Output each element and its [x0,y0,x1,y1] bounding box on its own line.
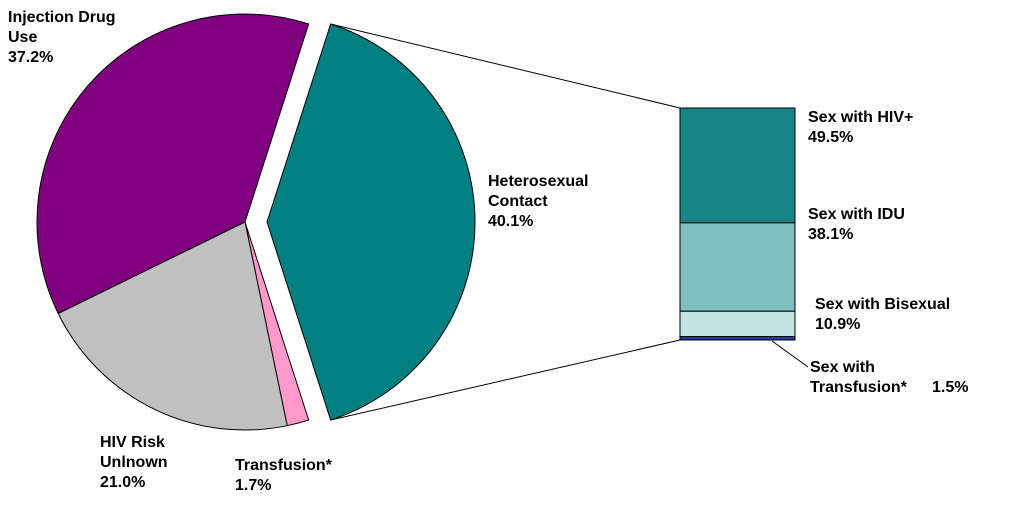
pie-slice [57,221,288,431]
value-label: 1.5% [932,379,969,396]
data-label: Injection Drug Use 37.2% [8,8,148,68]
bar-segment [679,336,796,341]
data-label: Heterosexual Contact 40.1% [488,172,613,232]
value-label: 21.0% [100,474,146,491]
value-label: 10.9% [815,316,861,333]
value-label: 37.2% [8,49,54,66]
value-label: 1.7% [235,477,272,494]
data-label: Sex with HIV+ 49.5% [808,108,1008,148]
bar-segment [679,107,796,224]
category-label: Sex with IDU [808,206,905,223]
pie-slice [266,23,476,421]
leader-line [771,340,809,368]
data-label: Sex with Transfusion* 1.5% [810,358,1010,398]
data-label: HIV Risk Unlnown 21.0% [100,433,190,493]
data-label: Sex with Bisexual 10.9% [815,295,1010,335]
category-label: Transfusion* [235,457,332,474]
data-label: Sex with IDU 38.1% [808,205,1008,245]
category-label: HIV Risk Unlnown [100,434,168,471]
value-label: 38.1% [808,226,854,243]
data-label: Transfusion* 1.7% [235,456,375,496]
bar-segment [679,310,796,338]
category-label: Sex with Bisexual [815,296,951,313]
bar-segment [679,222,796,312]
category-label: Injection Drug Use [8,9,116,46]
category-label: Sex with HIV+ [808,109,914,126]
category-label: Heterosexual Contact [488,173,589,210]
value-label: 40.1% [488,213,534,230]
connector-line [330,23,681,109]
value-label: 49.5% [808,129,854,146]
connector-line [330,339,681,421]
category-label: Sex with Transfusion* [810,359,907,396]
pie-slice [36,13,310,315]
